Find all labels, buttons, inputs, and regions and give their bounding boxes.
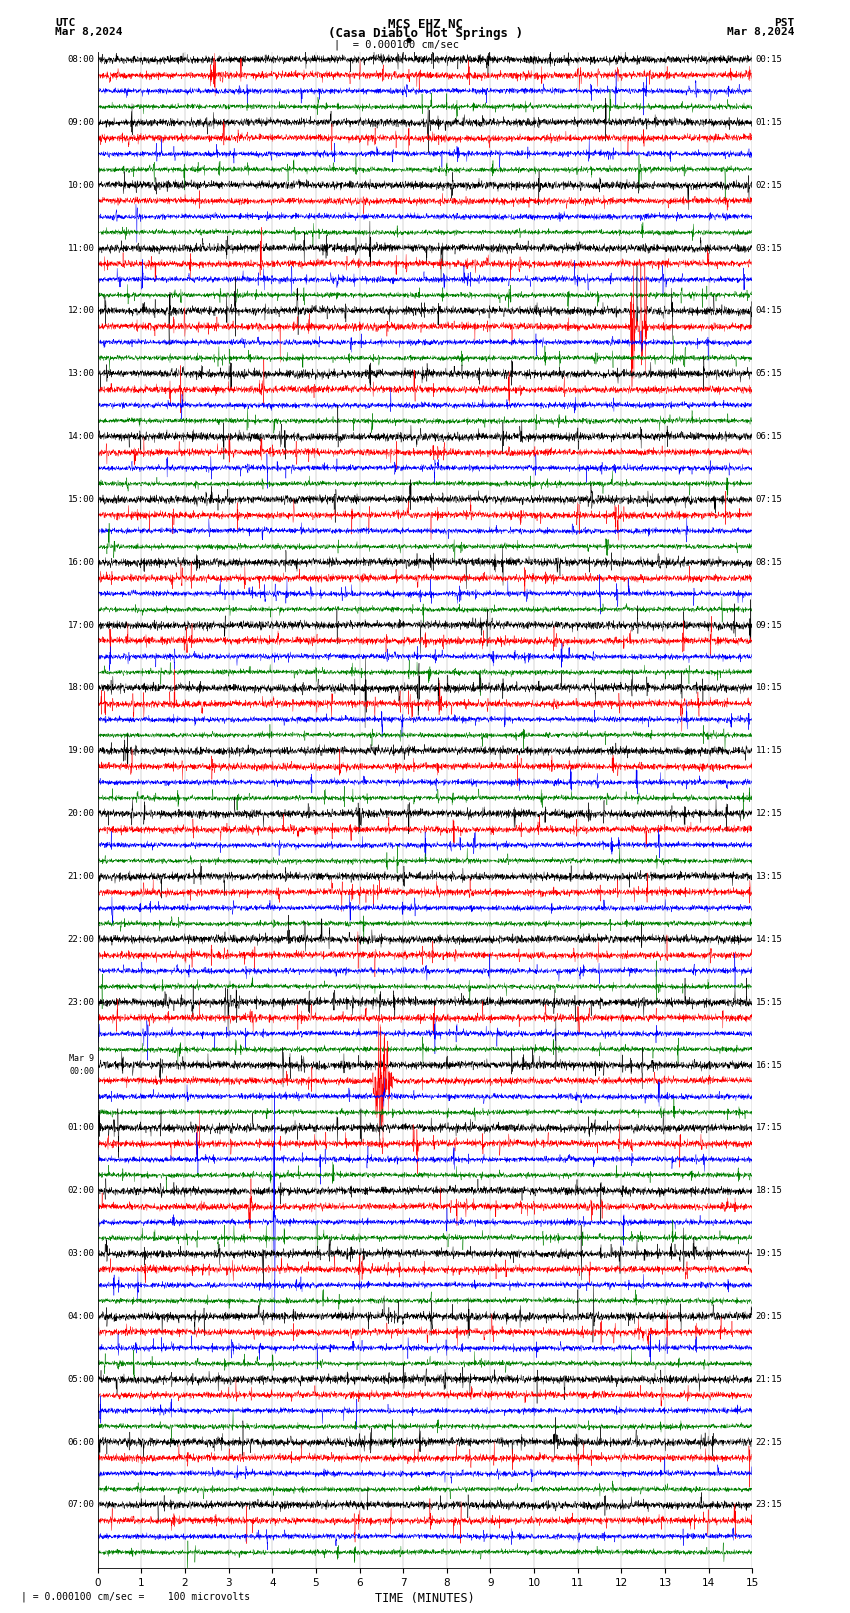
Text: 23:15: 23:15	[756, 1500, 782, 1510]
Text: 07:00: 07:00	[68, 1500, 94, 1510]
Text: Mar 9: Mar 9	[70, 1053, 94, 1063]
Text: 05:15: 05:15	[756, 369, 782, 377]
Text: 06:00: 06:00	[68, 1437, 94, 1447]
Text: PST: PST	[774, 18, 795, 27]
Text: 13:15: 13:15	[756, 873, 782, 881]
Text: 23:00: 23:00	[68, 998, 94, 1007]
Text: 05:00: 05:00	[68, 1374, 94, 1384]
Text: 11:00: 11:00	[68, 244, 94, 253]
Text: 13:00: 13:00	[68, 369, 94, 377]
Text: 21:00: 21:00	[68, 873, 94, 881]
Text: (Casa Diablo Hot Springs ): (Casa Diablo Hot Springs )	[327, 27, 523, 40]
Text: |  = 0.000100 cm/sec: | = 0.000100 cm/sec	[334, 39, 460, 50]
Text: 19:15: 19:15	[756, 1248, 782, 1258]
Text: 10:15: 10:15	[756, 684, 782, 692]
Text: UTC: UTC	[55, 18, 76, 27]
Text: 11:15: 11:15	[756, 747, 782, 755]
Text: 15:00: 15:00	[68, 495, 94, 503]
Text: 04:15: 04:15	[756, 306, 782, 316]
Text: 18:00: 18:00	[68, 684, 94, 692]
Text: 04:00: 04:00	[68, 1311, 94, 1321]
Text: | = 0.000100 cm/sec =    100 microvolts: | = 0.000100 cm/sec = 100 microvolts	[21, 1590, 251, 1602]
Text: 12:00: 12:00	[68, 306, 94, 316]
Text: 22:15: 22:15	[756, 1437, 782, 1447]
Text: 17:00: 17:00	[68, 621, 94, 629]
Text: 21:15: 21:15	[756, 1374, 782, 1384]
Text: 00:15: 00:15	[756, 55, 782, 65]
Text: 20:00: 20:00	[68, 810, 94, 818]
Text: 17:15: 17:15	[756, 1123, 782, 1132]
Text: 07:15: 07:15	[756, 495, 782, 503]
Text: 12:15: 12:15	[756, 810, 782, 818]
Text: 14:00: 14:00	[68, 432, 94, 440]
Text: 08:00: 08:00	[68, 55, 94, 65]
Text: 18:15: 18:15	[756, 1186, 782, 1195]
Text: Mar 8,2024: Mar 8,2024	[728, 27, 795, 37]
Text: 19:00: 19:00	[68, 747, 94, 755]
Text: 02:00: 02:00	[68, 1186, 94, 1195]
Text: 06:15: 06:15	[756, 432, 782, 440]
Text: ●: ●	[406, 37, 412, 44]
Text: 03:00: 03:00	[68, 1248, 94, 1258]
Text: 16:00: 16:00	[68, 558, 94, 566]
Text: 09:00: 09:00	[68, 118, 94, 127]
Text: 00:00: 00:00	[70, 1068, 94, 1076]
Text: 14:15: 14:15	[756, 936, 782, 944]
Text: 08:15: 08:15	[756, 558, 782, 566]
Text: 01:00: 01:00	[68, 1123, 94, 1132]
X-axis label: TIME (MINUTES): TIME (MINUTES)	[375, 1592, 475, 1605]
Text: 15:15: 15:15	[756, 998, 782, 1007]
Text: 03:15: 03:15	[756, 244, 782, 253]
Text: 16:15: 16:15	[756, 1061, 782, 1069]
Text: 22:00: 22:00	[68, 936, 94, 944]
Text: 09:15: 09:15	[756, 621, 782, 629]
Text: 10:00: 10:00	[68, 181, 94, 190]
Text: 02:15: 02:15	[756, 181, 782, 190]
Text: Mar 8,2024: Mar 8,2024	[55, 27, 122, 37]
Text: 20:15: 20:15	[756, 1311, 782, 1321]
Text: 01:15: 01:15	[756, 118, 782, 127]
Text: MCS EHZ NC: MCS EHZ NC	[388, 18, 462, 31]
